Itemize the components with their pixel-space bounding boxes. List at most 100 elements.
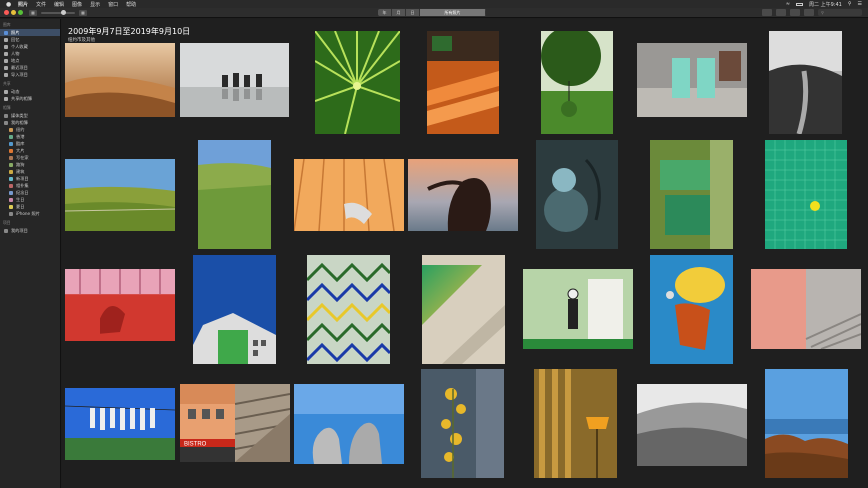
- photo-hanging-socks[interactable]: [65, 388, 175, 460]
- favorite-button[interactable]: [790, 9, 800, 16]
- tab-1[interactable]: 月: [392, 9, 406, 16]
- share-button[interactable]: [776, 9, 786, 16]
- sidebar-item[interactable]: 夏日: [0, 203, 60, 210]
- people-icon: [4, 51, 8, 56]
- sidebar-toggle-button[interactable]: ▦: [29, 9, 37, 16]
- photo-green-hills[interactable]: [65, 159, 175, 231]
- photo-tile-pool-ball[interactable]: [765, 140, 847, 249]
- grid-view-button[interactable]: ▦: [79, 9, 87, 16]
- sidebar-item[interactable]: 建筑: [0, 168, 60, 175]
- photo-bw-path[interactable]: [769, 31, 842, 134]
- photo-chaplin-door[interactable]: [523, 269, 633, 349]
- search-icon[interactable]: ⚲: [847, 1, 852, 7]
- apple-menu-icon[interactable]: ●: [6, 0, 12, 8]
- photo-yellow-hat[interactable]: [650, 255, 733, 364]
- photo-pool-chairs[interactable]: [637, 43, 747, 117]
- sidebar-item[interactable]: 大片: [0, 147, 60, 154]
- photo-gradient-pool[interactable]: [422, 255, 505, 364]
- tab-2[interactable]: 日: [406, 9, 420, 16]
- sidebar-item-label: 地点: [11, 57, 20, 63]
- sidebar-item-label: 酷库: [16, 140, 25, 146]
- sidebar-item-label: 纪念日: [16, 189, 29, 195]
- sidebar-item[interactable]: 个人收藏: [0, 43, 60, 50]
- sidebar-item[interactable]: 照片: [0, 29, 60, 36]
- photo-tree-green[interactable]: [541, 31, 613, 134]
- photo-zigzag-fence[interactable]: [307, 255, 390, 364]
- zoom-slider-knob[interactable]: [61, 9, 66, 15]
- sidebar-item[interactable]: 纪念日: [0, 189, 60, 196]
- photo-pink-shadow-wall[interactable]: [65, 269, 175, 341]
- photo-green-pools[interactable]: [650, 140, 733, 249]
- photo-bistro-building[interactable]: BISTRO: [180, 384, 235, 462]
- photo-curtain-lamp[interactable]: [534, 369, 617, 478]
- photo-horse-statues[interactable]: [294, 384, 404, 464]
- memories-icon: [4, 37, 8, 42]
- tab-0[interactable]: 年: [378, 9, 392, 16]
- photos-icon: [4, 30, 8, 35]
- menu-item-1[interactable]: 文件: [36, 1, 47, 8]
- sidebar-item-label: 我的相簿: [11, 119, 28, 125]
- album-icon: [9, 204, 13, 209]
- menu-item-2[interactable]: 编辑: [54, 1, 65, 8]
- folder-icon: [4, 113, 8, 118]
- sidebar-item[interactable]: 地点: [0, 57, 60, 64]
- photo-building-sky[interactable]: [193, 255, 276, 364]
- sidebar-item-label: 动态: [11, 88, 20, 94]
- menu-item-6[interactable]: 帮助: [126, 1, 137, 8]
- menu-item-5[interactable]: 窗口: [108, 1, 119, 8]
- photo-pink-stairs[interactable]: [751, 269, 861, 349]
- photo-woman-sunset[interactable]: [408, 159, 518, 231]
- sidebar-item[interactable]: 人物: [0, 50, 60, 57]
- photo-yellow-flowers[interactable]: [421, 369, 504, 478]
- photo-bw-hillside[interactable]: [637, 384, 747, 466]
- zoom-button[interactable]: [18, 10, 23, 15]
- info-button[interactable]: [762, 9, 772, 16]
- photo-car-mirror[interactable]: [536, 140, 618, 249]
- close-button[interactable]: [4, 10, 9, 15]
- album-icon: [9, 169, 13, 174]
- sidebar-item[interactable]: 媒体类型: [0, 112, 60, 119]
- photo-grid: 2009年9月7日至2019年9月10日 纽约市及其他 BISTRO: [62, 19, 868, 488]
- menu-item-3[interactable]: 图像: [72, 1, 83, 8]
- sidebar-item[interactable]: 最近项目: [0, 64, 60, 71]
- photo-orange-stairs[interactable]: [427, 31, 499, 134]
- control-center-icon[interactable]: ☰: [857, 1, 862, 7]
- wifi-icon[interactable]: ≈: [785, 1, 791, 7]
- tab-3[interactable]: 所有照片: [420, 9, 486, 16]
- sidebar-item[interactable]: 香港: [0, 133, 60, 140]
- menu-item-4[interactable]: 显示: [90, 1, 101, 8]
- sidebar-item[interactable]: 导入项目: [0, 71, 60, 78]
- menu-clock[interactable]: 周二 上午9:41: [809, 1, 842, 8]
- photo-palm-leaf[interactable]: [315, 31, 400, 134]
- menu-item-0[interactable]: 照片: [18, 1, 29, 8]
- sidebar-item[interactable]: 新项目: [0, 175, 60, 182]
- sidebar-item[interactable]: 相扑集: [0, 182, 60, 189]
- bistro-sign-text: BISTRO: [184, 442, 207, 448]
- sidebar-item-label: 建筑: [16, 168, 25, 174]
- sidebar-item[interactable]: 回忆: [0, 36, 60, 43]
- photo-coast-rocks[interactable]: [765, 369, 848, 478]
- sidebar-item[interactable]: 我的项目: [0, 227, 60, 234]
- search-input[interactable]: ⚲: [818, 9, 862, 16]
- photo-camel-caravan[interactable]: [180, 43, 289, 117]
- zoom-slider[interactable]: [41, 9, 75, 15]
- sidebar-item[interactable]: 酷库: [0, 140, 60, 147]
- photo-desert-dunes[interactable]: [65, 43, 175, 117]
- sidebar-item[interactable]: 路狗: [0, 161, 60, 168]
- sidebar-item[interactable]: 写在家: [0, 154, 60, 161]
- sidebar-item[interactable]: 纽约: [0, 126, 60, 133]
- moments-subtitle: 纽约市及其他: [68, 38, 95, 43]
- sidebar-item[interactable]: 动态: [0, 88, 60, 95]
- photo-orange-ceiling[interactable]: [294, 159, 404, 231]
- window-toolbar: ▦ ▦ 年月日所有照片 ⚲: [0, 8, 868, 18]
- sidebar-item[interactable]: 我的相簿: [0, 119, 60, 126]
- photo-tall-grass[interactable]: [198, 140, 271, 249]
- sidebar-item[interactable]: iPhone 照片: [0, 210, 60, 217]
- photo-stone-stairs[interactable]: [235, 384, 290, 462]
- pin-icon: [4, 58, 8, 63]
- sidebar-item[interactable]: 共享的相簿: [0, 95, 60, 102]
- battery-icon[interactable]: [796, 2, 804, 6]
- rotate-button[interactable]: [804, 9, 814, 16]
- sidebar-item[interactable]: 生日: [0, 196, 60, 203]
- minimize-button[interactable]: [11, 10, 16, 15]
